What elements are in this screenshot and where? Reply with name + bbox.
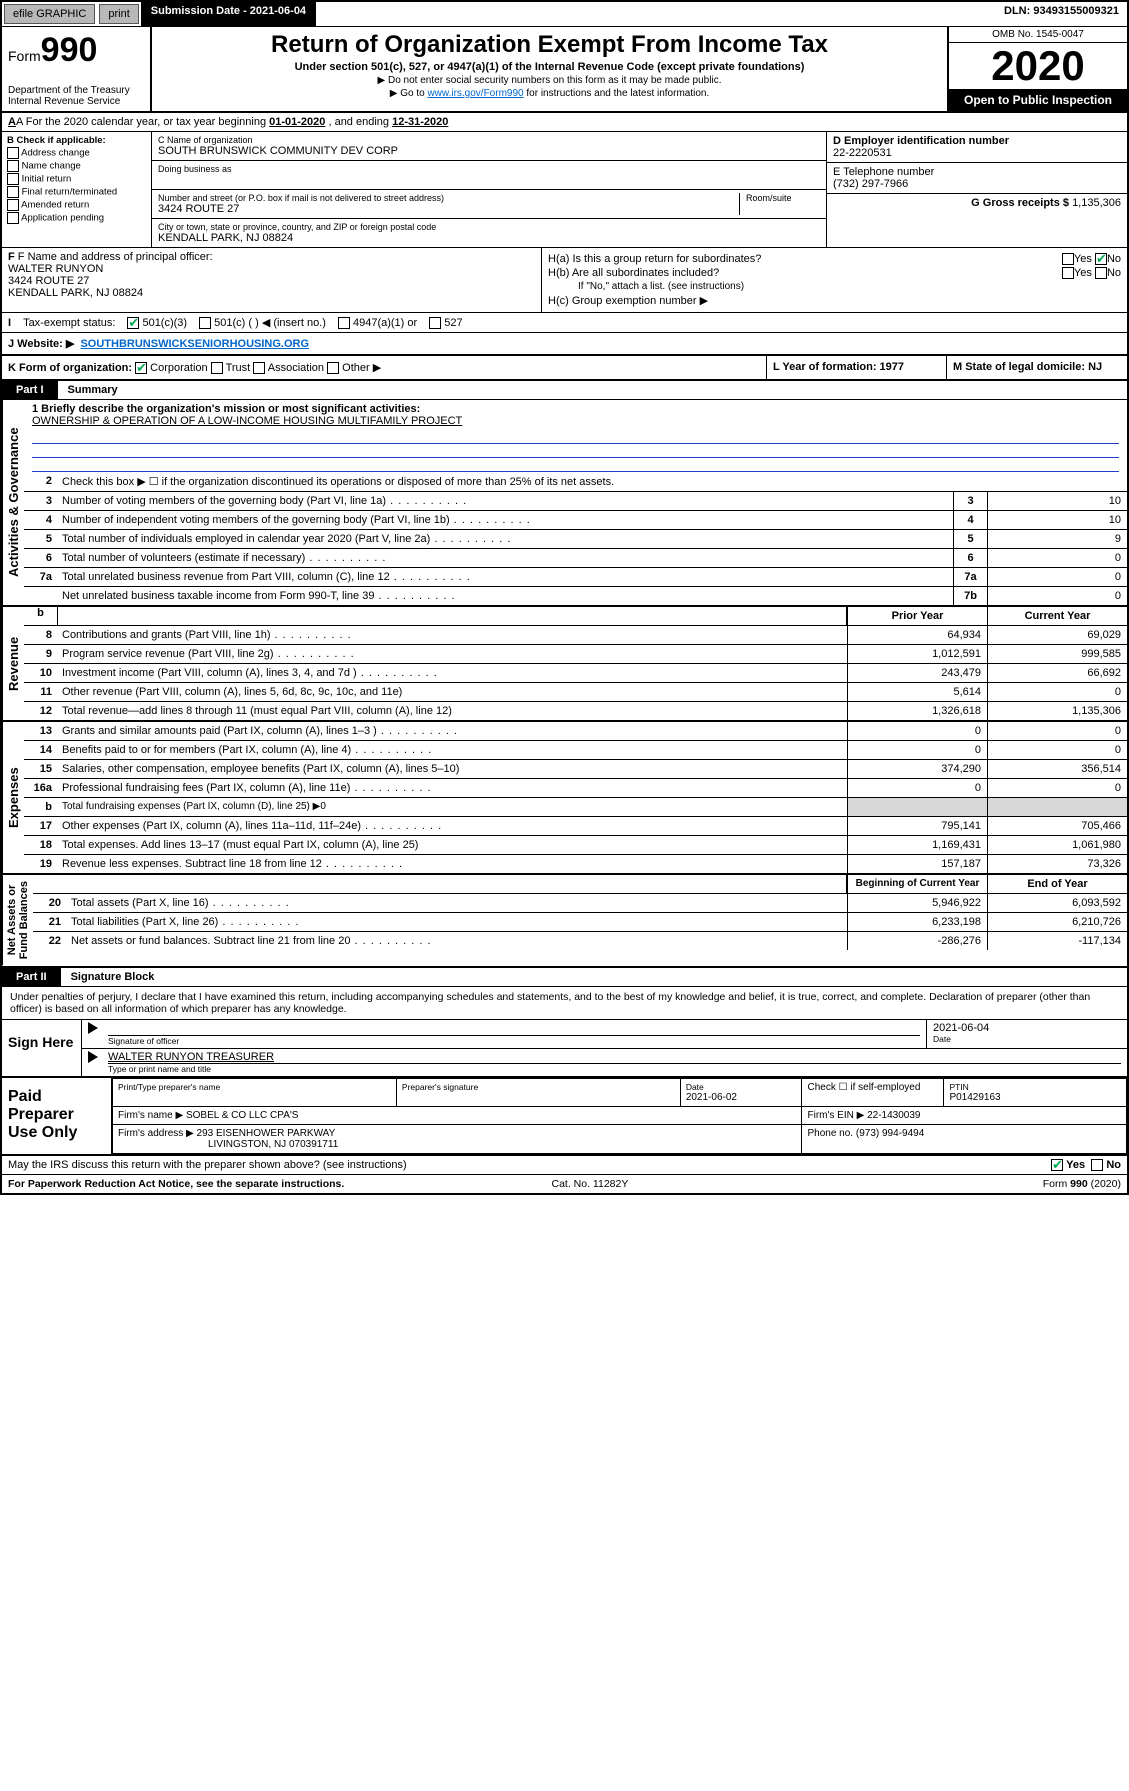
chk-hb-yes[interactable]	[1062, 267, 1074, 279]
chk-hb-no[interactable]	[1095, 267, 1107, 279]
chk-assoc[interactable]	[253, 362, 265, 374]
box-c: C Name of organization SOUTH BRUNSWICK C…	[152, 132, 827, 247]
row-a-period: AA For the 2020 calendar year, or tax ye…	[2, 113, 1127, 132]
org-city: KENDALL PARK, NJ 08824	[158, 232, 820, 244]
chk-other[interactable]	[327, 362, 339, 374]
form-note2: ▶ Go to www.irs.gov/Form990 for instruct…	[160, 88, 939, 99]
chk-501c3[interactable]	[127, 317, 139, 329]
box-h: H(a) Is this a group return for subordin…	[542, 248, 1127, 312]
form-title: Return of Organization Exempt From Incom…	[160, 31, 939, 59]
triangle-icon	[88, 1022, 98, 1034]
chk-527[interactable]	[429, 317, 441, 329]
side-ag: Activities & Governance	[2, 400, 24, 605]
form-990-page: efile GRAPHIC print Submission Date - 20…	[0, 0, 1129, 1195]
gross-receipts: 1,135,306	[1072, 197, 1121, 209]
discuss-row: May the IRS discuss this return with the…	[2, 1156, 1127, 1175]
org-street: 3424 ROUTE 27	[158, 203, 733, 215]
website-link[interactable]: SOUTHBRUNSWICKSENIORHOUSING.ORG	[80, 338, 309, 350]
chk-amended[interactable]	[7, 199, 19, 211]
activities-governance: Activities & Governance 1 Briefly descri…	[2, 400, 1127, 607]
chk-501c[interactable]	[199, 317, 211, 329]
chk-discuss-yes[interactable]	[1051, 1159, 1063, 1171]
revenue-section: Revenue bPrior YearCurrent Year 8Contrib…	[2, 607, 1127, 722]
row-fh: F F Name and address of principal office…	[2, 248, 1127, 313]
chk-ha-no[interactable]	[1095, 253, 1107, 265]
form-note1: ▶ Do not enter social security numbers o…	[160, 75, 939, 86]
mission-line: 1 Briefly describe the organization's mi…	[24, 400, 1127, 430]
expenses-section: Expenses 13Grants and similar amounts pa…	[2, 722, 1127, 875]
side-net: Net Assets or Fund Balances	[2, 875, 33, 965]
print-btn[interactable]: print	[99, 4, 138, 24]
sign-here-block: Sign Here Signature of officer 2021-06-0…	[2, 1020, 1127, 1078]
chk-name[interactable]	[7, 160, 19, 172]
dln: DLN: 93493155009321	[996, 2, 1127, 26]
website-row: J Website: ▶ SOUTHBRUNSWICKSENIORHOUSING…	[2, 333, 1127, 356]
net-assets-section: Net Assets or Fund Balances Beginning of…	[2, 875, 1127, 967]
dept-label: Department of the Treasury Internal Reve…	[8, 85, 144, 107]
chk-4947[interactable]	[338, 317, 350, 329]
paid-preparer-block: Paid Preparer Use Only Print/Type prepar…	[2, 1078, 1127, 1156]
chk-initial[interactable]	[7, 173, 19, 185]
mission-text: OWNERSHIP & OPERATION OF A LOW-INCOME HO…	[32, 415, 462, 427]
triangle-icon	[88, 1051, 98, 1063]
open-inspection: Open to Public Inspection	[949, 89, 1127, 111]
phone: (732) 297-7966	[833, 178, 908, 190]
topbar: efile GRAPHIC print Submission Date - 20…	[2, 2, 1127, 27]
part2-header: Part II Signature Block	[2, 968, 1127, 987]
form-number: Form990	[8, 31, 144, 70]
tax-year: 2020	[949, 43, 1127, 89]
ein: 22-2220531	[833, 147, 892, 159]
chk-address[interactable]	[7, 147, 19, 159]
chk-trust[interactable]	[211, 362, 223, 374]
side-exp: Expenses	[2, 722, 24, 873]
form-header: Form990 Department of the Treasury Inter…	[2, 27, 1127, 113]
chk-ha-yes[interactable]	[1062, 253, 1074, 265]
chk-corp[interactable]	[135, 362, 147, 374]
chk-pending[interactable]	[7, 212, 19, 224]
entity-block: B Check if applicable: Address change Na…	[2, 132, 1127, 248]
form-subtitle: Under section 501(c), 527, or 4947(a)(1)…	[160, 61, 939, 73]
irs-link[interactable]: www.irs.gov/Form990	[427, 88, 523, 99]
page-footer: For Paperwork Reduction Act Notice, see …	[2, 1175, 1127, 1193]
part1-header: Part I Summary	[2, 381, 1127, 400]
box-b: B Check if applicable: Address change Na…	[2, 132, 152, 247]
row-klm: K Form of organization: Corporation Trus…	[2, 356, 1127, 381]
omb-number: OMB No. 1545-0047	[949, 27, 1127, 43]
perjury-declaration: Under penalties of perjury, I declare th…	[2, 987, 1127, 1020]
box-f: F F Name and address of principal office…	[2, 248, 542, 312]
chk-discuss-no[interactable]	[1091, 1159, 1103, 1171]
tax-status-row: I Tax-exempt status: 501(c)(3) 501(c) ( …	[2, 313, 1127, 333]
box-deg: D Employer identification number 22-2220…	[827, 132, 1127, 247]
efile-btn[interactable]: efile GRAPHIC	[4, 4, 95, 24]
side-rev: Revenue	[2, 607, 24, 720]
submission-date: Submission Date - 2021-06-04	[141, 2, 316, 26]
org-name: SOUTH BRUNSWICK COMMUNITY DEV CORP	[158, 145, 820, 157]
chk-final[interactable]	[7, 186, 19, 198]
